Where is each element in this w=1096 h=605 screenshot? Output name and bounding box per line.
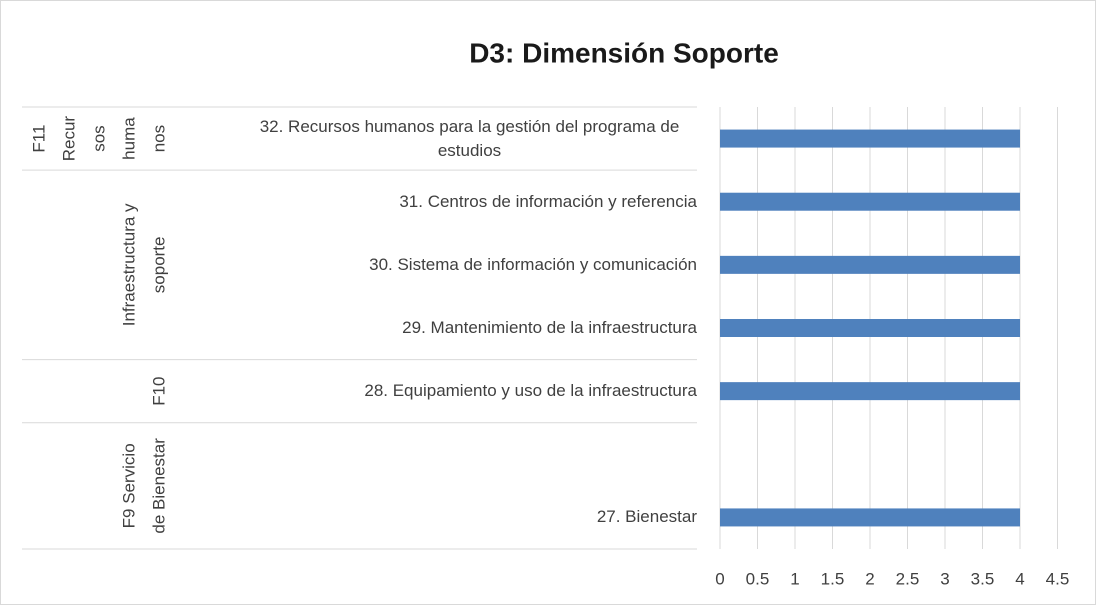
category-label: 32. Recursos humanos para la gestión del… — [259, 116, 680, 160]
bar — [720, 319, 1020, 337]
bar — [720, 382, 1020, 401]
category-label-box: 27. Bienestar — [137, 486, 697, 549]
group-label: nos — [149, 125, 168, 152]
group-label: sos — [89, 125, 108, 151]
category-label: 28. Equipamiento y uso de la infraestruc… — [364, 381, 697, 401]
x-tick-label: 4.5 — [1046, 569, 1070, 588]
bar — [720, 508, 1020, 527]
bar — [720, 255, 1020, 274]
group-label: Recur — [59, 116, 78, 162]
category-label-box: 29. Mantenimiento de la infraestructura — [137, 296, 697, 359]
chart-title: D3: Dimensión Soporte — [469, 37, 779, 68]
group-label: Infraestructura y — [119, 203, 138, 326]
category-label-box: 28. Equipamiento y uso de la infraestruc… — [137, 360, 697, 423]
bar — [720, 129, 1020, 148]
x-tick-label: 1.5 — [821, 569, 845, 588]
x-tick-label: 3.5 — [971, 569, 995, 588]
category-label: 30. Sistema de información y comunicació… — [369, 254, 697, 274]
group-label: huma — [119, 117, 138, 160]
category-label-box: 31. Centros de información y referencia — [137, 170, 697, 233]
x-tick-label: 4 — [1015, 569, 1024, 588]
group-label: de Bienestar — [149, 438, 168, 534]
category-label: 29. Mantenimiento de la infraestructura — [402, 317, 697, 337]
x-tick-label: 0.5 — [746, 569, 770, 588]
x-tick-label: 3 — [940, 569, 949, 588]
x-tick-label: 0 — [715, 569, 724, 588]
group-label: F10 — [149, 376, 168, 405]
group-label: F9 Servicio — [119, 443, 138, 528]
category-label-box: 30. Sistema de información y comunicació… — [137, 233, 697, 296]
category-label: 27. Bienestar — [596, 507, 697, 527]
group-label: soporte — [149, 237, 168, 294]
x-tick-label: 2 — [865, 569, 874, 588]
bar — [720, 192, 1020, 211]
x-tick-label: 2.5 — [896, 569, 920, 588]
category-label-box: 32. Recursos humanos para la gestión del… — [137, 107, 697, 170]
category-label: 31. Centros de información y referencia — [399, 191, 697, 211]
x-tick-label: 1 — [790, 569, 799, 588]
group-label: F11 — [29, 125, 48, 153]
